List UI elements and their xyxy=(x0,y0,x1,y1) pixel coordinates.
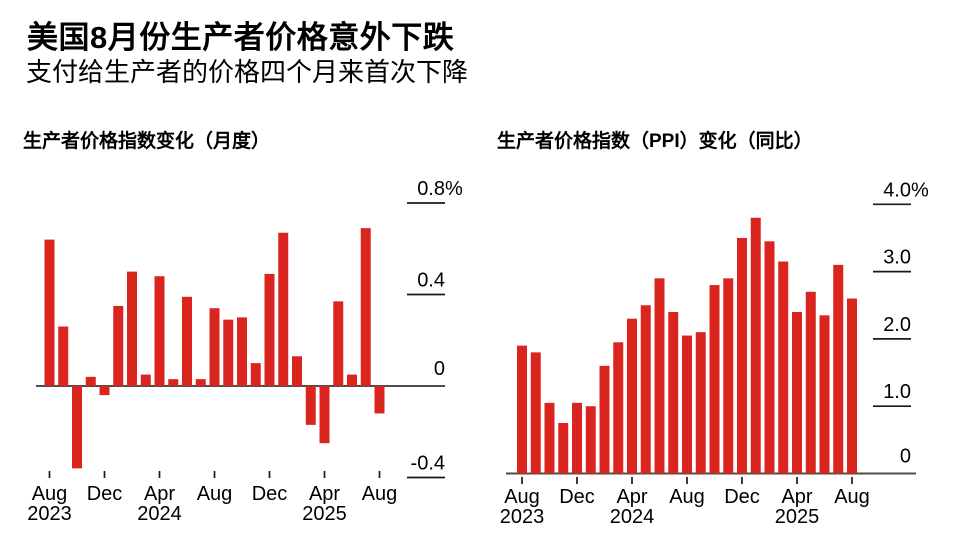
bar xyxy=(599,365,610,474)
x-axis-month-label: Apr xyxy=(616,486,647,508)
bar xyxy=(778,261,789,474)
bar xyxy=(72,386,82,469)
y-axis-label: 0 xyxy=(434,358,445,380)
x-axis-month-label: Apr xyxy=(781,486,812,508)
y-axis-unit-label: % xyxy=(445,178,463,200)
x-axis-month-label: Aug xyxy=(669,486,705,508)
bar xyxy=(572,402,582,474)
bar xyxy=(585,406,596,474)
x-axis-month-label: Aug xyxy=(197,483,233,505)
bar xyxy=(44,239,55,386)
bar xyxy=(805,291,816,474)
x-axis-month-label: Aug xyxy=(834,486,870,508)
bar xyxy=(333,301,344,386)
bar xyxy=(668,311,679,474)
bar xyxy=(627,318,637,474)
bar xyxy=(250,363,261,386)
y-axis-label: 0.4 xyxy=(417,270,445,292)
x-axis-year-label: 2023 xyxy=(500,506,545,528)
x-axis-month-label: Aug xyxy=(504,486,540,508)
bar xyxy=(517,345,527,474)
bar xyxy=(833,264,844,474)
y-axis-label: 2.0 xyxy=(883,314,911,336)
bar xyxy=(264,273,275,386)
bar xyxy=(223,319,234,386)
bar xyxy=(319,386,330,444)
bar xyxy=(360,228,371,386)
bar xyxy=(209,308,220,386)
bar xyxy=(305,386,316,425)
y-axis-unit-label: % xyxy=(911,179,929,201)
x-axis-month-label: Apr xyxy=(144,483,175,505)
page-subtitle: 支付给生产者的价格四个月来首次下降 xyxy=(26,57,469,87)
x-axis-year-label: 2025 xyxy=(302,503,347,525)
chart-yoy-title: 生产者价格指数（PPI）变化（同比） xyxy=(497,131,813,152)
chart-monthly-title: 生产者价格指数变化（月度） xyxy=(23,131,271,152)
x-axis-year-label: 2025 xyxy=(775,506,820,528)
bar xyxy=(278,232,289,386)
bar xyxy=(168,379,179,386)
bar xyxy=(847,298,857,474)
bar xyxy=(792,311,802,474)
bar xyxy=(640,305,651,474)
bar xyxy=(195,379,206,386)
bar xyxy=(85,376,96,386)
bar xyxy=(374,386,385,414)
bar xyxy=(819,315,830,474)
x-axis-year-label: 2024 xyxy=(610,506,655,528)
bar xyxy=(237,317,247,386)
bar xyxy=(764,241,775,474)
bar xyxy=(750,217,761,474)
bar xyxy=(654,278,665,474)
x-axis-month-label: Apr xyxy=(309,483,340,505)
bar xyxy=(695,332,706,474)
bar xyxy=(613,342,624,474)
x-axis-month-label: Aug xyxy=(362,483,398,505)
x-axis-year-label: 2023 xyxy=(27,503,72,525)
x-axis-month-label: Aug xyxy=(32,483,68,505)
page-title: 美国8月份生产者价格意外下跌 xyxy=(27,20,455,55)
bar xyxy=(182,296,192,386)
bar xyxy=(127,271,137,386)
y-axis-label: 1.0 xyxy=(883,381,911,403)
bar xyxy=(530,352,541,474)
bar xyxy=(682,335,692,474)
x-axis-month-label: Dec xyxy=(252,483,288,505)
bar xyxy=(113,305,124,386)
bar xyxy=(544,402,555,474)
x-axis-month-label: Dec xyxy=(559,486,595,508)
bar xyxy=(154,276,165,386)
bar xyxy=(709,285,720,474)
bar xyxy=(347,374,357,386)
bar xyxy=(737,237,747,474)
x-axis-year-label: 2024 xyxy=(137,503,182,525)
y-axis-label: 4.0 xyxy=(883,179,911,201)
bar xyxy=(723,278,734,474)
bar xyxy=(292,356,302,386)
x-axis-month-label: Dec xyxy=(87,483,123,505)
bar xyxy=(58,326,69,386)
x-axis-month-label: Dec xyxy=(724,486,760,508)
y-axis-label: 3.0 xyxy=(883,247,911,269)
y-axis-label: 0.8 xyxy=(417,178,445,200)
bar xyxy=(558,423,569,474)
y-axis-label: 0 xyxy=(900,446,911,468)
bar xyxy=(99,386,110,396)
y-axis-label: -0.4 xyxy=(411,453,445,475)
bar xyxy=(140,374,151,386)
